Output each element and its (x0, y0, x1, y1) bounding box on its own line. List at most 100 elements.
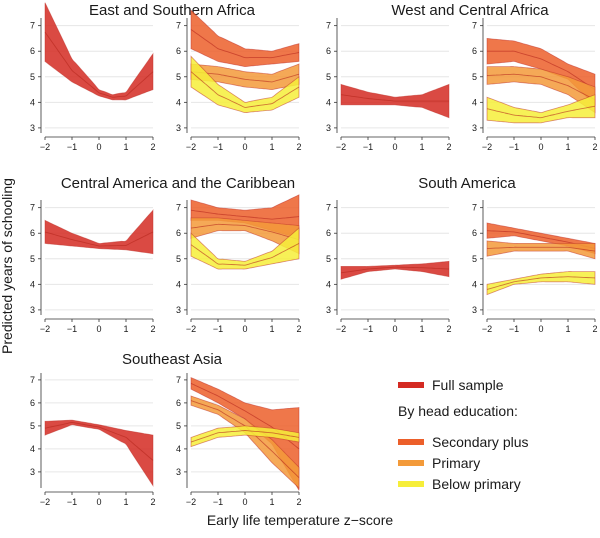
y-tick-label: 4 (176, 97, 181, 107)
x-tick-label: −2 (186, 324, 196, 334)
x-tick-label: −2 (186, 142, 196, 152)
x-tick-label: 2 (592, 142, 597, 152)
x-tick-label: −1 (213, 497, 223, 507)
x-tick-label: −1 (509, 142, 519, 152)
x-tick-label: −1 (363, 324, 373, 334)
y-tick-label: 3 (326, 305, 331, 315)
y-tick-label: 7 (326, 21, 331, 31)
x-tick-label: −2 (336, 142, 346, 152)
x-tick-label: 2 (150, 142, 155, 152)
panel-title: Central America and the Caribbean (61, 175, 295, 192)
legend-label-primary: Primary (432, 455, 480, 471)
y-tick-label: 3 (30, 467, 35, 477)
x-tick-label: 2 (296, 324, 301, 334)
legend-label-secondary-plus: Secondary plus (432, 434, 529, 450)
series-band-secondary-plus (190, 9, 300, 68)
y-tick-label: 5 (472, 254, 477, 264)
y-tick-label: 6 (326, 228, 331, 238)
x-tick-label: 1 (123, 497, 128, 507)
y-tick-label: 5 (472, 72, 477, 82)
series-band-full-sample (340, 260, 450, 280)
y-tick-label: 4 (472, 97, 477, 107)
x-tick-label: 0 (392, 324, 397, 334)
legend-label-full-sample: Full sample (432, 377, 504, 393)
series-line-below-primary (486, 276, 596, 290)
y-tick-label: 4 (176, 279, 181, 289)
y-tick-label: 7 (30, 21, 35, 31)
panel-title: East and Southern Africa (89, 2, 256, 19)
x-tick-label: 1 (565, 142, 570, 152)
series-line-full-sample (340, 94, 449, 102)
panel-2: 3 4 5 6 7 −2 −1 0 1 2 (176, 9, 302, 152)
x-tick-label: −1 (67, 497, 77, 507)
x-tick-label: −1 (67, 142, 77, 152)
panel-title: Southeast Asia (122, 351, 223, 368)
y-tick-label: 4 (326, 279, 331, 289)
panel-6: 3 4 5 6 7 −2 −1 0 1 2 (176, 194, 302, 334)
y-tick-label: 7 (176, 203, 181, 213)
y-tick-label: 6 (176, 46, 181, 56)
series-line-below-primary (190, 71, 300, 108)
x-tick-label: 2 (296, 142, 301, 152)
y-tick-label: 6 (472, 228, 477, 238)
y-tick-label: 3 (472, 305, 477, 315)
y-tick-label: 4 (30, 279, 35, 289)
x-tick-label: −2 (40, 324, 50, 334)
x-tick-label: 1 (269, 497, 274, 507)
series-band-full-sample (44, 2, 154, 101)
y-tick-label: 5 (176, 72, 181, 82)
series-line-below-primary (190, 430, 300, 443)
y-tick-label: 7 (326, 203, 331, 213)
series-line-full-sample (340, 266, 450, 274)
y-tick-label: 3 (472, 123, 477, 133)
series-band-primary (190, 395, 300, 489)
x-tick-label: 0 (242, 142, 247, 152)
panel-3: 3 4 5 6 7 −2 −1 0 1 2 West and Central Africa (326, 2, 549, 152)
y-tick-label: 4 (30, 444, 35, 454)
y-tick-label: 7 (30, 375, 35, 385)
x-tick-label: 0 (392, 142, 397, 152)
x-tick-label: −2 (482, 142, 492, 152)
series-line-secondary-plus (190, 29, 300, 59)
panel-title: South America (418, 175, 516, 192)
x-tick-label: −2 (336, 324, 346, 334)
x-tick-label: 0 (242, 324, 247, 334)
series-line-secondary-plus (487, 50, 596, 90)
panel-7: 3 4 5 6 7 −2 −1 0 1 2 South America (326, 175, 516, 334)
x-tick-label: −2 (40, 142, 50, 152)
x-tick-label: 0 (96, 497, 101, 507)
x-tick-label: 2 (150, 497, 155, 507)
x-tick-label: 1 (419, 324, 424, 334)
x-tick-label: 1 (123, 142, 128, 152)
legend-subheader: By head education: (398, 403, 518, 419)
x-tick-label: −1 (67, 324, 77, 334)
series-band-full-sample (44, 209, 154, 255)
series-line-primary (486, 246, 596, 252)
y-tick-label: 4 (326, 97, 331, 107)
y-tick-label: 6 (30, 46, 35, 56)
x-tick-label: 0 (538, 142, 543, 152)
x-tick-label: −2 (186, 497, 196, 507)
y-tick-label: 7 (472, 21, 477, 31)
x-tick-label: −1 (213, 142, 223, 152)
y-tick-label: 5 (326, 254, 331, 264)
x-tick-label: 1 (123, 324, 128, 334)
y-tick-label: 4 (472, 279, 477, 289)
y-tick-label: 5 (326, 72, 331, 82)
panel-1: 3 4 5 6 7 −2 −1 0 1 2 East and Southern Africa (30, 2, 256, 152)
series-line-full-sample (44, 421, 154, 461)
y-tick-label: 6 (30, 398, 35, 408)
panel-4: 3 4 5 6 7 −2 −1 0 1 2 (472, 18, 598, 152)
series-line-secondary-plus (190, 209, 300, 220)
y-tick-label: 6 (30, 228, 35, 238)
x-tick-label: 0 (242, 497, 247, 507)
x-tick-label: −1 (213, 324, 223, 334)
x-tick-label: 1 (269, 324, 274, 334)
y-tick-label: 7 (176, 21, 181, 31)
y-tick-label: 7 (176, 375, 181, 385)
panel-5: 3 4 5 6 7 −2 −1 0 1 2 Central America and the Cari… (30, 175, 295, 334)
panel-8: 3 4 5 6 7 −2 −1 0 1 2 (472, 200, 598, 334)
series-line-full-sample (44, 231, 154, 247)
x-tick-label: −2 (40, 497, 50, 507)
